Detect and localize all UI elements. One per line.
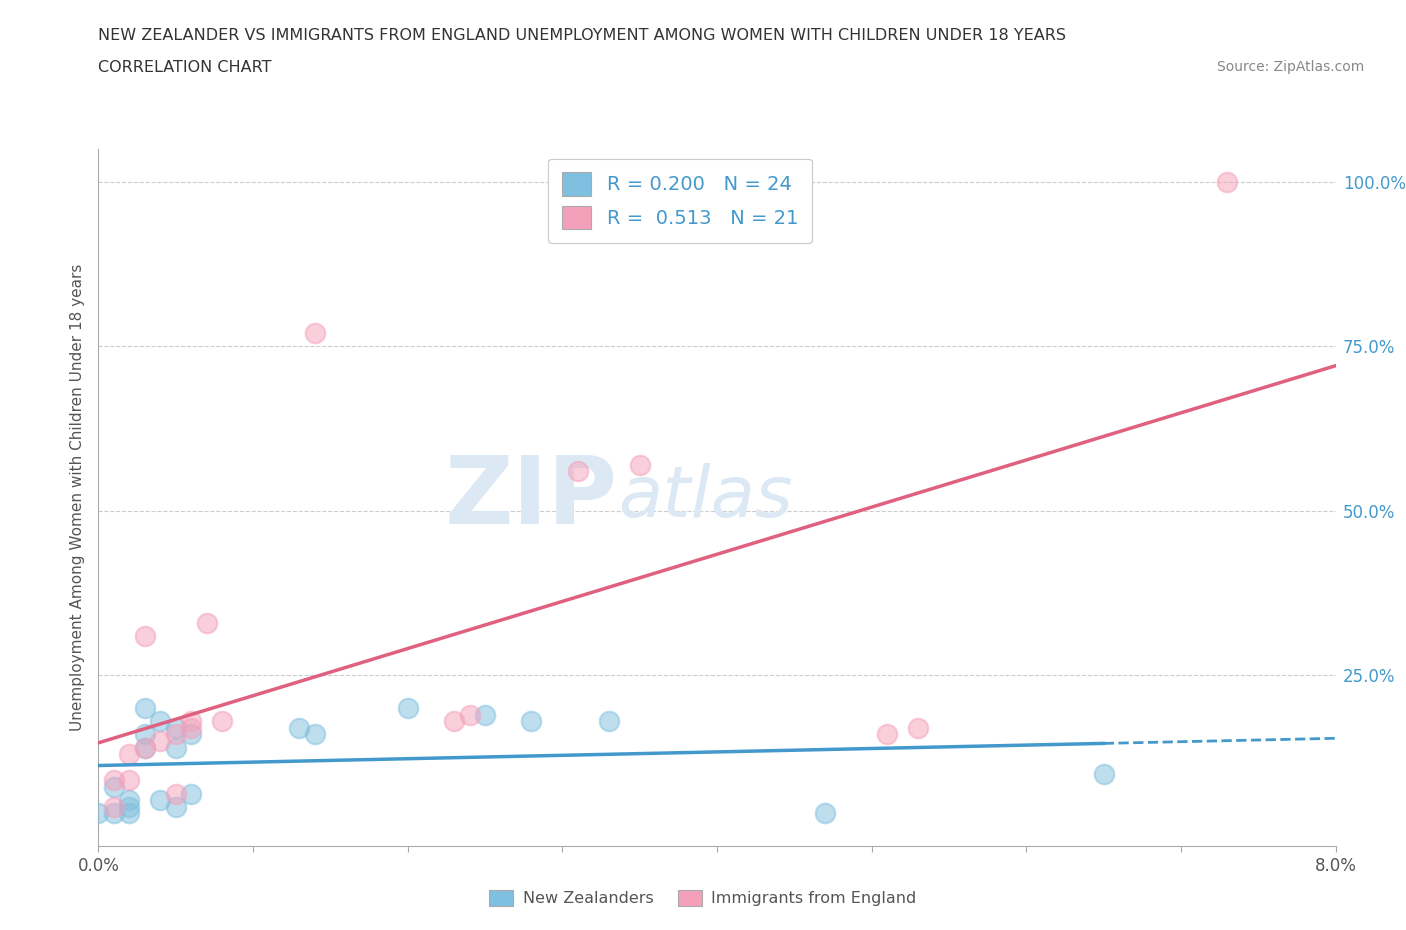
Point — [165, 740, 187, 755]
Point — [149, 792, 172, 807]
Point — [876, 727, 898, 742]
Point — [180, 727, 202, 742]
Point — [118, 747, 141, 762]
Point — [1216, 174, 1239, 189]
Point — [149, 734, 172, 749]
Point — [118, 773, 141, 788]
Point — [149, 714, 172, 729]
Point — [211, 714, 233, 729]
Point — [165, 727, 187, 742]
Point — [118, 806, 141, 821]
Point — [598, 714, 620, 729]
Point — [180, 786, 202, 801]
Point — [103, 773, 125, 788]
Point — [118, 792, 141, 807]
Text: ZIP: ZIP — [446, 452, 619, 543]
Point — [304, 326, 326, 340]
Point — [180, 721, 202, 736]
Point — [103, 800, 125, 815]
Point — [474, 707, 496, 722]
Point — [907, 721, 929, 736]
Point — [443, 714, 465, 729]
Point — [814, 806, 837, 821]
Point — [628, 458, 651, 472]
Point — [520, 714, 543, 729]
Point — [134, 700, 156, 715]
Point — [134, 740, 156, 755]
Y-axis label: Unemployment Among Women with Children Under 18 years: Unemployment Among Women with Children U… — [70, 264, 86, 731]
Point — [195, 615, 218, 630]
Text: CORRELATION CHART: CORRELATION CHART — [98, 60, 271, 75]
Point — [103, 779, 125, 794]
Point — [567, 464, 589, 479]
Point — [134, 629, 156, 644]
Point — [396, 700, 419, 715]
Text: atlas: atlas — [619, 463, 793, 532]
Text: Source: ZipAtlas.com: Source: ZipAtlas.com — [1216, 60, 1364, 74]
Point — [103, 806, 125, 821]
Text: NEW ZEALANDER VS IMMIGRANTS FROM ENGLAND UNEMPLOYMENT AMONG WOMEN WITH CHILDREN : NEW ZEALANDER VS IMMIGRANTS FROM ENGLAND… — [98, 28, 1066, 43]
Point — [165, 721, 187, 736]
Point — [87, 806, 110, 821]
Point — [165, 800, 187, 815]
Point — [134, 740, 156, 755]
Point — [165, 786, 187, 801]
Point — [288, 721, 311, 736]
Point — [180, 714, 202, 729]
Point — [134, 727, 156, 742]
Legend: R = 0.200   N = 24, R =  0.513   N = 21: R = 0.200 N = 24, R = 0.513 N = 21 — [548, 158, 811, 243]
Point — [118, 800, 141, 815]
Point — [458, 707, 481, 722]
Point — [1092, 766, 1115, 781]
Legend: New Zealanders, Immigrants from England: New Zealanders, Immigrants from England — [484, 884, 922, 912]
Point — [304, 727, 326, 742]
